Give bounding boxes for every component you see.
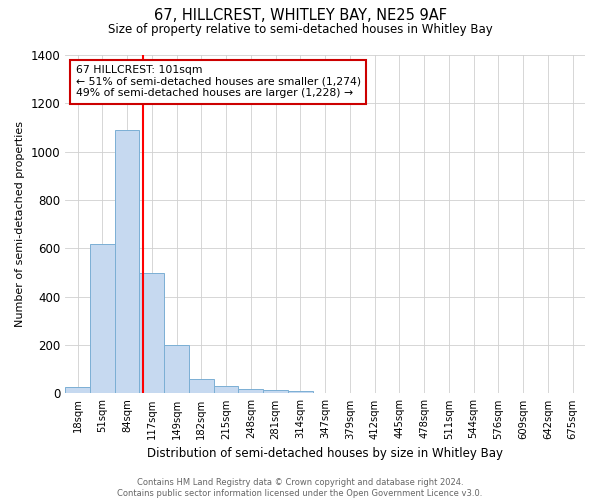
Bar xyxy=(263,390,288,394)
Bar xyxy=(65,388,90,394)
Bar xyxy=(238,388,263,394)
Bar xyxy=(214,386,238,394)
Text: Contains HM Land Registry data © Crown copyright and database right 2024.
Contai: Contains HM Land Registry data © Crown c… xyxy=(118,478,482,498)
Bar xyxy=(189,379,214,394)
Text: 67 HILLCREST: 101sqm
← 51% of semi-detached houses are smaller (1,274)
49% of se: 67 HILLCREST: 101sqm ← 51% of semi-detac… xyxy=(76,65,361,98)
Text: Size of property relative to semi-detached houses in Whitley Bay: Size of property relative to semi-detach… xyxy=(107,22,493,36)
X-axis label: Distribution of semi-detached houses by size in Whitley Bay: Distribution of semi-detached houses by … xyxy=(147,447,503,460)
Bar xyxy=(288,391,313,394)
Bar xyxy=(139,272,164,394)
Text: 67, HILLCREST, WHITLEY BAY, NE25 9AF: 67, HILLCREST, WHITLEY BAY, NE25 9AF xyxy=(154,8,446,22)
Bar xyxy=(164,345,189,394)
Bar xyxy=(115,130,139,394)
Bar xyxy=(90,244,115,394)
Y-axis label: Number of semi-detached properties: Number of semi-detached properties xyxy=(15,121,25,327)
